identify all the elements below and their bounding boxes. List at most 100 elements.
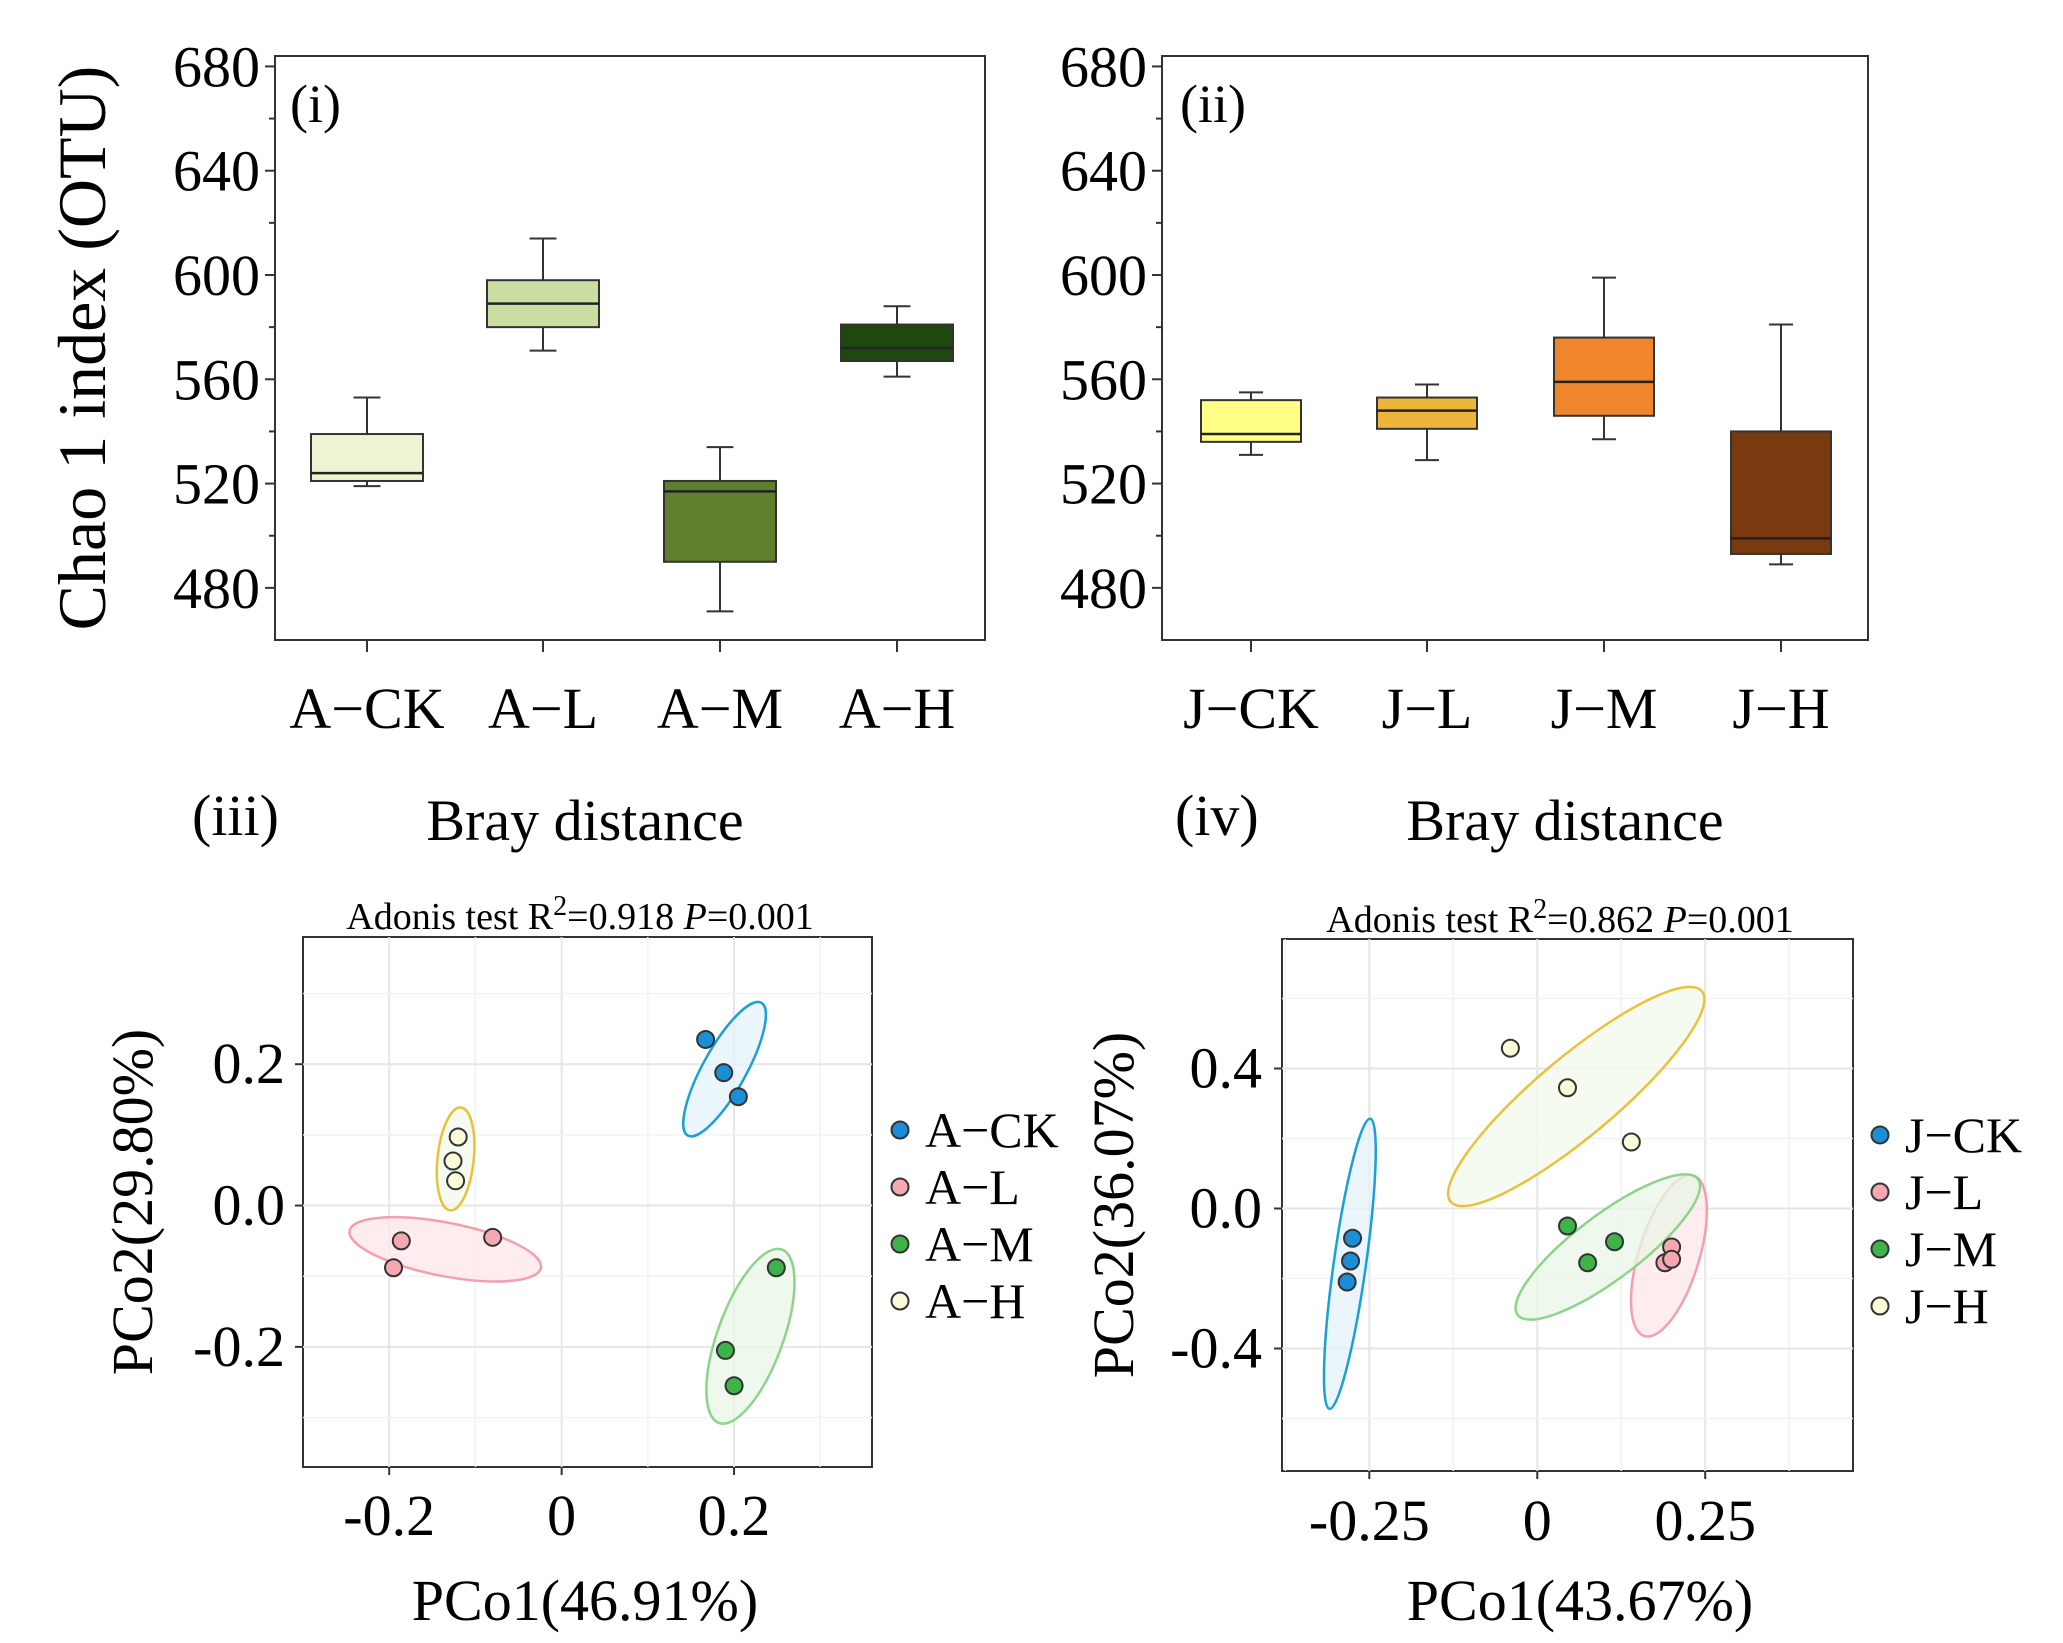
legend-label: J−M (1905, 1221, 1997, 1277)
adonis-subtitle: Adonis test R2=0.918 P=0.001 (346, 891, 814, 938)
y-tick-label: 0.0 (1190, 1176, 1263, 1241)
legend-label: A−CK (925, 1102, 1059, 1158)
x-tick-label: J−H (1732, 676, 1829, 741)
legend: J−CKJ−LJ−MJ−H (1870, 1107, 2022, 1334)
panel-label: (iv) (1175, 783, 1259, 848)
y-tick-label: -0.4 (1170, 1316, 1262, 1381)
y-tick-label: 640 (1060, 139, 1147, 204)
y-tick-label: 600 (1060, 243, 1147, 308)
box-A−M (663, 479, 777, 563)
point-J−M (1578, 1253, 1598, 1273)
y-tick-label: 560 (1060, 347, 1147, 412)
y-tick-label: 0.2 (213, 1031, 286, 1096)
point-A−CK (728, 1087, 748, 1107)
y-tick-label: 0.4 (1190, 1036, 1263, 1101)
point-A−L (391, 1231, 411, 1251)
x-tick-label: J−CK (1183, 676, 1319, 741)
point-J−CK (1337, 1272, 1357, 1292)
point-A−L (483, 1227, 503, 1247)
y-tick-label: -0.2 (193, 1314, 285, 1379)
x-tick-label: J−M (1551, 676, 1658, 741)
point-A−M (724, 1376, 744, 1396)
box-J−CK (1200, 399, 1302, 443)
legend-label: J−L (1905, 1164, 1983, 1220)
x-axis-title: PCo1(43.67%) (1407, 1568, 1753, 1633)
legend-key-J−M (1870, 1239, 1890, 1259)
point-J−L (1662, 1249, 1682, 1269)
legend-label: J−H (1905, 1278, 1989, 1334)
y-tick-label: 560 (173, 347, 260, 412)
y-tick-label: 480 (1060, 556, 1147, 621)
y-tick-label: 520 (173, 452, 260, 517)
x-tick-label: 0 (547, 1483, 576, 1548)
legend-key-A−H (890, 1291, 910, 1311)
box-J−L (1376, 396, 1478, 430)
x-axis-title: PCo1(46.91%) (412, 1568, 758, 1633)
legend-label: J−CK (1905, 1107, 2022, 1163)
y-ticks: 480 520 560 600 640 680 (173, 34, 275, 621)
axis-ticks: -0.25 0 0.25 -0.4 0.0 0.4 (1170, 1036, 1756, 1554)
x-tick-label: A−H (839, 676, 955, 741)
panel-label: (iii) (192, 783, 279, 848)
panel-label: (i) (290, 74, 341, 134)
point-A−H (443, 1151, 463, 1171)
y-tick-label: 0.0 (213, 1173, 286, 1238)
adonis-subtitle: Adonis test R2=0.862 P=0.001 (1326, 894, 1794, 941)
point-J−M (1605, 1232, 1625, 1252)
legend-key-A−L (890, 1177, 910, 1197)
plot-frame (274, 55, 986, 641)
point-J−H (1558, 1078, 1577, 1098)
point-J−CK (1341, 1251, 1361, 1271)
pcoa-panel-iii: (iii) Bray distance Adonis test R2=0.918… (100, 783, 1059, 1633)
x-tick-label: A−CK (289, 676, 444, 741)
boxes: J−CK J−L J−M J−H (1183, 276, 1832, 741)
point-A−H (446, 1171, 466, 1191)
boxplot-panel-ii: (ii) 480 520 560 600 640 680 J−CK J−L J−M J−H (1060, 34, 1869, 741)
x-tick-label: -0.2 (343, 1483, 435, 1548)
x-tick-label: 0.25 (1654, 1488, 1756, 1553)
x-tick-label: J−L (1382, 676, 1473, 741)
legend-key-J−L (1870, 1182, 1890, 1202)
legend-key-J−CK (1870, 1125, 1890, 1145)
y-axis-title: Chao 1 index (OTU) (44, 66, 120, 631)
axis-ticks: -0.2 0 0.2 -0.2 0.0 0.2 (193, 1031, 770, 1548)
x-tick-label: -0.25 (1309, 1488, 1430, 1553)
points (1337, 1038, 1682, 1292)
legend: A−CKA−LA−MA−H (890, 1102, 1059, 1329)
box-J−H (1730, 430, 1832, 555)
legend-label: A−M (925, 1216, 1034, 1272)
point-A−L (384, 1258, 404, 1278)
y-ticks: 480 520 560 600 640 680 (1060, 34, 1162, 621)
x-tick-label: 0.2 (698, 1483, 771, 1548)
plot-frame (1281, 938, 1854, 1472)
point-A−H (448, 1127, 468, 1147)
point-A−M (715, 1340, 735, 1360)
y-axis-title: PCo2(29.80%) (100, 1029, 165, 1375)
legend-key-J−H (1870, 1296, 1890, 1316)
point-J−H (1621, 1132, 1641, 1152)
points (384, 1029, 786, 1396)
legend-key-A−M (890, 1234, 910, 1254)
y-axis-title: PCo2(36.07%) (1081, 1032, 1146, 1378)
boxes: A−CK A−L A−M A−H (289, 237, 955, 741)
y-tick-label: 680 (173, 34, 260, 99)
plot-title: Bray distance (426, 788, 743, 853)
pcoa-panel-iv: (iv) Bray distance Adonis test R2=0.862 … (1081, 783, 2022, 1633)
plot-frame (302, 936, 873, 1468)
ellipse-J−H (1446, 985, 1706, 1208)
y-tick-label: 680 (1060, 34, 1147, 99)
panel-label: (ii) (1180, 74, 1246, 134)
point-J−CK (1343, 1228, 1363, 1248)
box-A−H (840, 323, 954, 363)
boxplot-panel-i: (i) Chao 1 index (OTU) 480 520 560 600 640 68… (44, 34, 986, 741)
x-tick-label: A−L (488, 676, 598, 741)
y-tick-label: 480 (173, 556, 260, 621)
box-J−M (1553, 336, 1655, 417)
point-A−CK (714, 1063, 734, 1083)
point-A−M (766, 1258, 786, 1278)
plot-frame (1161, 55, 1869, 641)
legend-key-A−CK (890, 1120, 910, 1140)
point-J−M (1558, 1216, 1577, 1236)
plot-title: Bray distance (1406, 788, 1723, 853)
